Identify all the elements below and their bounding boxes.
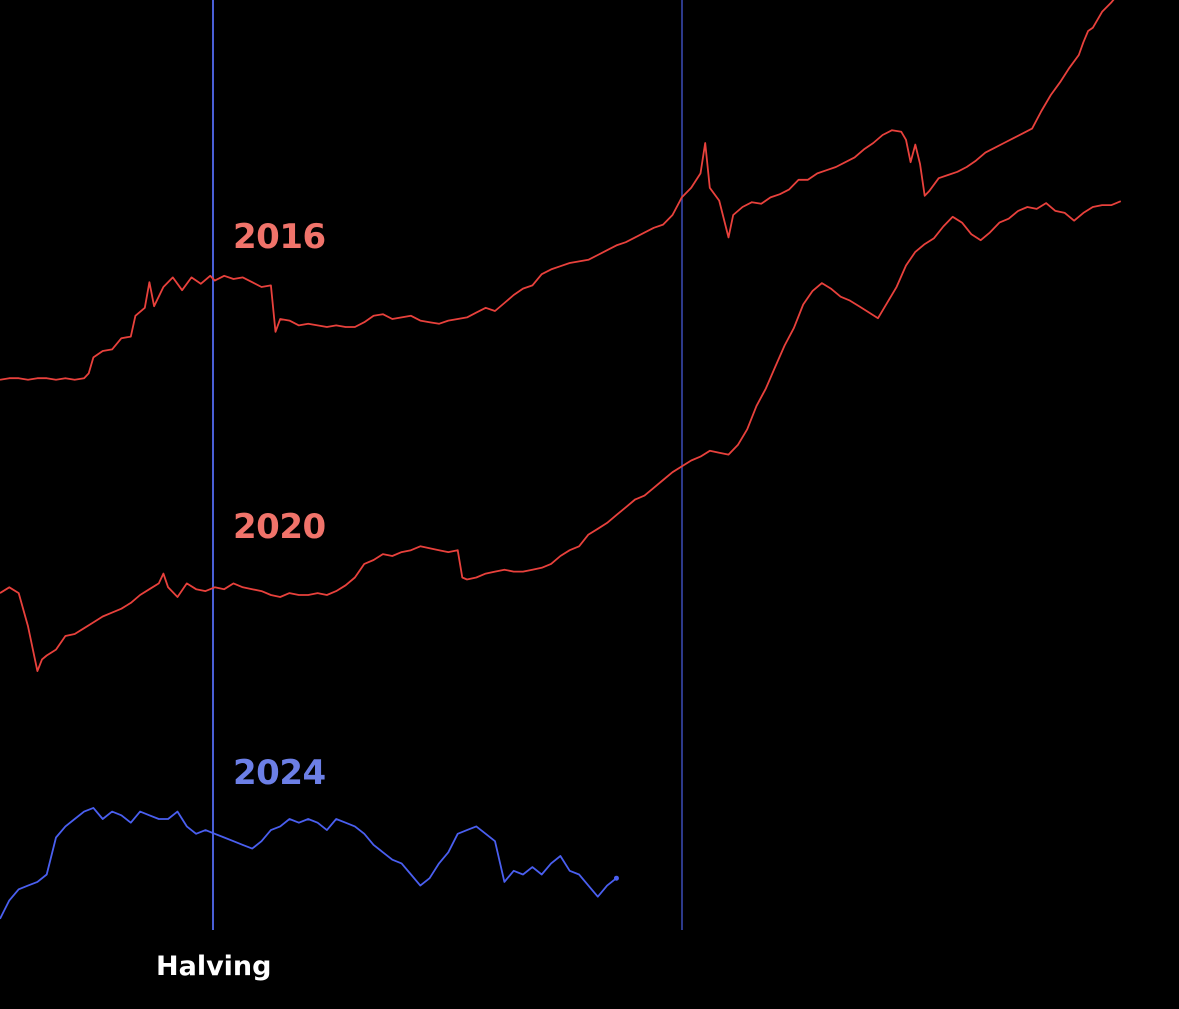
series-label-2024: 2024 (233, 753, 326, 793)
series-line-2016 (0, 0, 1115, 381)
series-line-2020 (0, 200, 1122, 672)
series-end-point-2024 (613, 875, 619, 881)
halving-label: Halving (156, 951, 271, 982)
series-label-2016: 2016 (233, 217, 326, 257)
series-layer (0, 0, 1122, 920)
series-line-2024 (0, 807, 617, 920)
series-label-2020: 2020 (233, 507, 326, 547)
